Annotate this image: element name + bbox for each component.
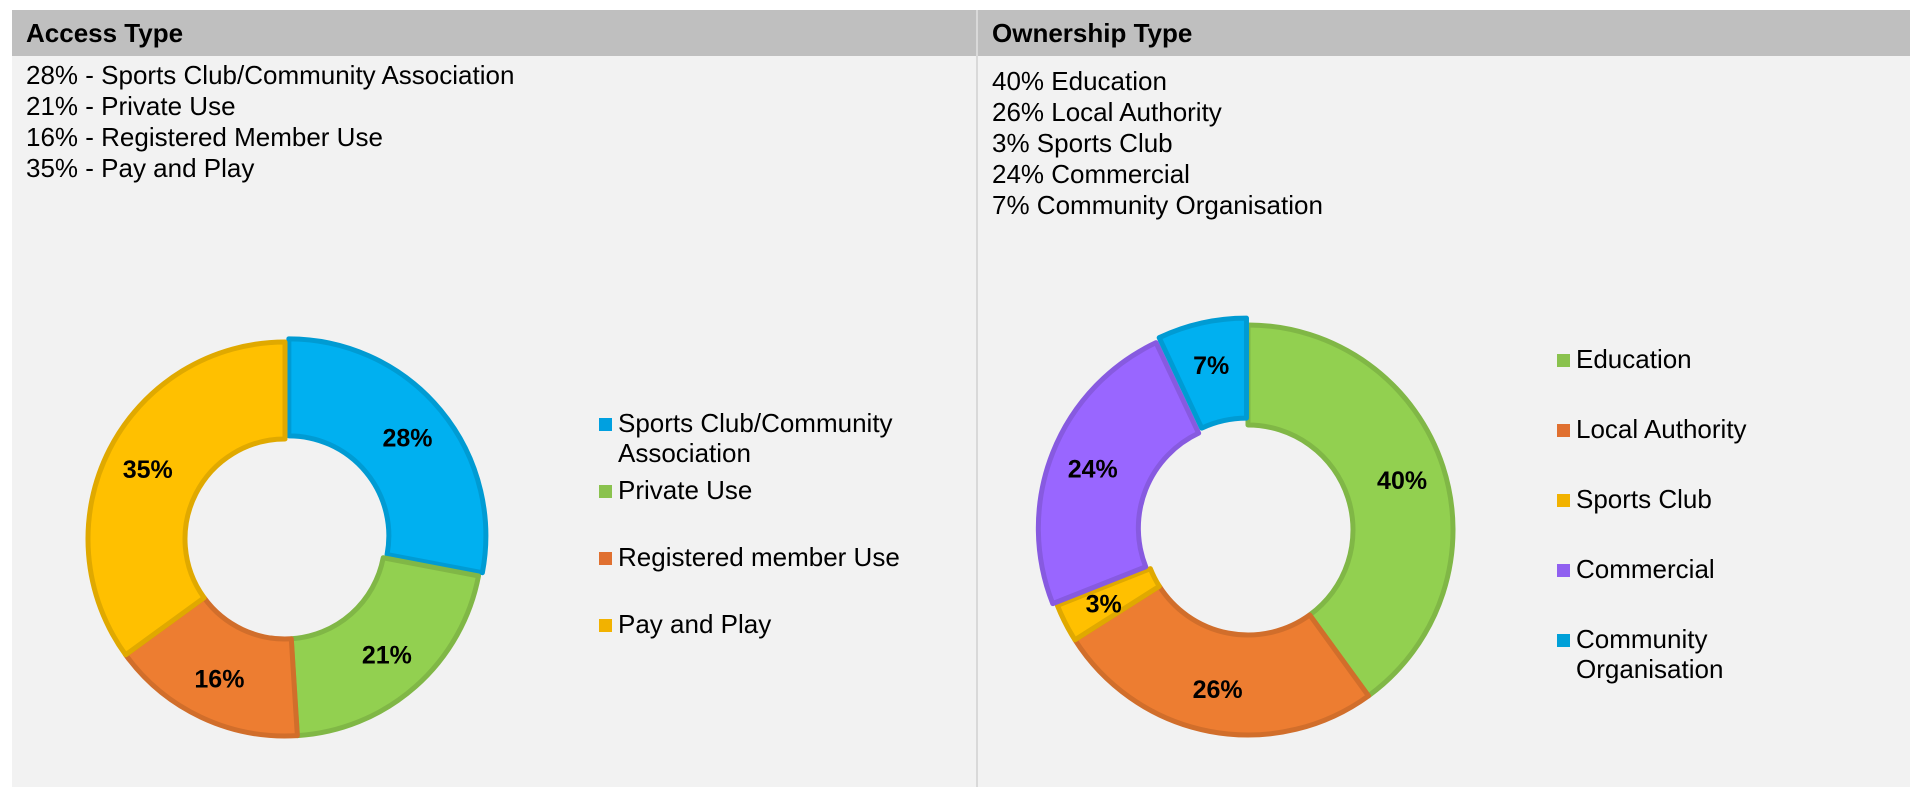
- donut-slice: [1072, 583, 1371, 738]
- slice-data-label: 24%: [1068, 456, 1118, 484]
- access-summary-line: 21% - Private Use: [26, 91, 236, 121]
- ownership-summary-line: 26% Local Authority: [992, 97, 1222, 127]
- ownership-type-panel: Ownership Type 40% Education 26% Local A…: [978, 10, 1910, 787]
- legend-label: Local Authority: [1576, 414, 1747, 444]
- legend-item: Local Authority: [1557, 414, 1747, 444]
- donut-slice: [1035, 340, 1202, 607]
- legend-label: Education: [1576, 344, 1692, 374]
- legend-swatch: [1557, 424, 1570, 437]
- slice-data-label: 16%: [194, 665, 244, 693]
- legend-swatch: [599, 418, 612, 431]
- legend-item: Community Organisation: [1557, 624, 1723, 684]
- ownership-summary-line: 24% Commercial: [992, 159, 1190, 189]
- legend-item: Sports Club: [1557, 484, 1712, 514]
- ownership-summary-line: 7% Community Organisation: [992, 190, 1323, 220]
- ownership-summary-line: 3% Sports Club: [992, 128, 1173, 158]
- legend-swatch: [599, 552, 612, 565]
- legend-swatch: [1557, 354, 1570, 367]
- dashboard: Access Type 28% - Sports Club/Community …: [12, 10, 1910, 787]
- donut-slice: [1245, 322, 1456, 699]
- donut-slice: [1054, 566, 1162, 643]
- legend-label: Pay and Play: [618, 609, 772, 639]
- ownership-type-donut-chart: 40% 26% 3% 24% 7%: [1035, 315, 1456, 738]
- access-summary-line: 28% - Sports Club/Community Association: [26, 60, 515, 90]
- ownership-type-legend: Education Local Authority Sports Club Comme…: [1557, 344, 1887, 704]
- slice-data-label: 3%: [1086, 591, 1122, 619]
- slice-data-label: 21%: [362, 642, 412, 670]
- legend-label: Commercial: [1576, 554, 1715, 584]
- legend-label: Community Organisation: [1576, 624, 1724, 684]
- slice-data-label: 26%: [1193, 676, 1243, 704]
- access-type-panel: Access Type 28% - Sports Club/Community …: [12, 10, 978, 787]
- legend-swatch: [1557, 494, 1570, 507]
- legend-label: Registered member Use: [618, 542, 900, 572]
- legend-item: Commercial: [1557, 554, 1715, 584]
- legend-swatch: [599, 619, 612, 632]
- ownership-type-header: Ownership Type: [978, 10, 1910, 56]
- legend-swatch: [599, 485, 612, 498]
- legend-label: Sports Club/Community Association: [618, 408, 893, 468]
- legend-item: Private Use: [599, 475, 752, 505]
- access-type-legend: Sports Club/Community Association Private …: [599, 408, 969, 648]
- slice-data-label: 40%: [1377, 467, 1427, 495]
- access-summary-line: 16% - Registered Member Use: [26, 122, 383, 152]
- legend-label: Sports Club: [1576, 484, 1712, 514]
- legend-label: Private Use: [618, 475, 753, 505]
- legend-item: Pay and Play: [599, 609, 771, 639]
- slice-data-label: 7%: [1193, 352, 1229, 380]
- access-summary: 28% - Sports Club/Community Association …: [26, 60, 514, 184]
- legend-swatch: [1557, 634, 1570, 647]
- legend-item: Sports Club/Community Association: [599, 408, 893, 468]
- slice-data-label: 35%: [123, 456, 173, 484]
- donut-slice: [1156, 315, 1249, 431]
- legend-item: Registered member Use: [599, 542, 900, 572]
- access-summary-line: 35% - Pay and Play: [26, 153, 255, 183]
- legend-swatch: [1557, 564, 1570, 577]
- donut-slice: [85, 339, 288, 658]
- access-type-donut-chart: 28% 21% 16% 35%: [85, 336, 489, 739]
- legend-item: Education: [1557, 344, 1692, 374]
- donut-slice: [286, 336, 489, 576]
- donut-slice: [288, 555, 482, 739]
- ownership-summary-line: 40% Education: [992, 66, 1167, 96]
- access-type-header: Access Type: [12, 10, 976, 56]
- ownership-summary: 40% Education 26% Local Authority 3% Spo…: [992, 66, 1323, 221]
- slice-data-label: 28%: [382, 425, 432, 453]
